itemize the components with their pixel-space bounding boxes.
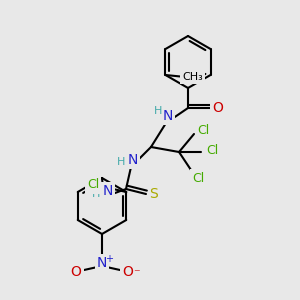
Text: CH₃: CH₃	[182, 72, 203, 82]
Text: N: N	[103, 184, 113, 198]
Text: O: O	[70, 265, 81, 279]
Text: H: H	[117, 157, 125, 167]
Text: Cl: Cl	[87, 178, 99, 191]
Text: Cl: Cl	[197, 124, 209, 136]
Text: N: N	[97, 256, 107, 270]
Text: O: O	[213, 101, 224, 115]
Text: ⁻: ⁻	[133, 268, 139, 281]
Text: O: O	[123, 265, 134, 279]
Text: +: +	[105, 254, 113, 264]
Text: N: N	[163, 109, 173, 123]
Text: H: H	[92, 189, 100, 199]
Text: N: N	[128, 153, 138, 167]
Text: Cl: Cl	[192, 172, 204, 184]
Text: H: H	[154, 106, 162, 116]
Text: Cl: Cl	[206, 143, 218, 157]
Text: S: S	[150, 187, 158, 201]
